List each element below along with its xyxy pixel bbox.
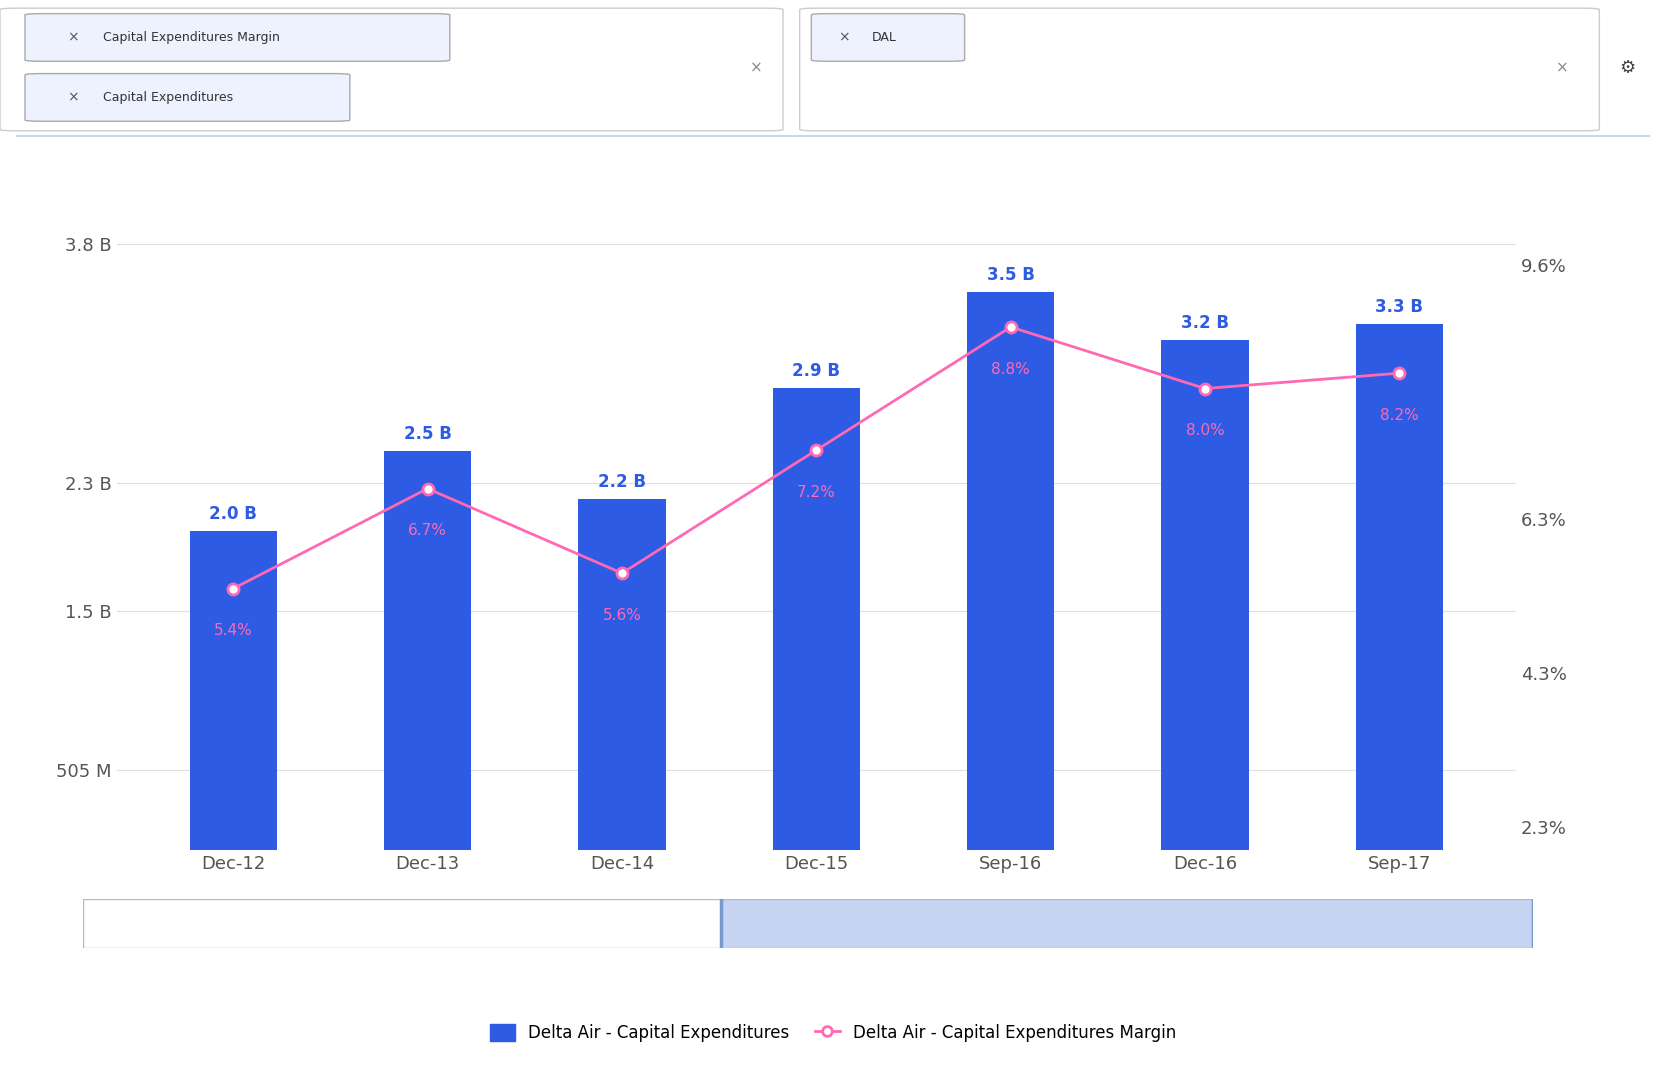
Bar bbox=[1356, 324, 1443, 850]
Bar bbox=[773, 388, 860, 850]
FancyBboxPatch shape bbox=[0, 8, 783, 131]
Text: 8.2%: 8.2% bbox=[1379, 408, 1419, 423]
FancyBboxPatch shape bbox=[25, 13, 450, 61]
Text: 3.5 B: 3.5 B bbox=[986, 266, 1035, 283]
Text: 6.7%: 6.7% bbox=[408, 523, 446, 538]
Text: ×: × bbox=[838, 31, 850, 45]
FancyBboxPatch shape bbox=[811, 13, 965, 61]
Text: 5.4%: 5.4% bbox=[213, 623, 253, 639]
Text: 2.2 B: 2.2 B bbox=[598, 473, 646, 492]
Text: ×: × bbox=[67, 90, 78, 105]
Text: 7.2%: 7.2% bbox=[796, 485, 836, 499]
Text: Capital Expenditures Margin: Capital Expenditures Margin bbox=[103, 31, 280, 44]
Text: ⚙: ⚙ bbox=[1619, 59, 1636, 77]
Bar bbox=[383, 451, 471, 850]
Bar bbox=[721, 899, 1533, 948]
Bar bbox=[190, 531, 277, 850]
FancyBboxPatch shape bbox=[800, 8, 1599, 131]
Legend: Delta Air - Capital Expenditures, Delta Air - Capital Expenditures Margin: Delta Air - Capital Expenditures, Delta … bbox=[483, 1017, 1183, 1049]
Text: 2.0 B: 2.0 B bbox=[210, 505, 257, 523]
Text: 3.3 B: 3.3 B bbox=[1376, 298, 1423, 316]
Text: 8.8%: 8.8% bbox=[991, 362, 1030, 377]
Text: ×: × bbox=[67, 31, 78, 45]
Text: DAL: DAL bbox=[871, 31, 896, 44]
Text: 3.2 B: 3.2 B bbox=[1181, 314, 1230, 331]
Text: 2.9 B: 2.9 B bbox=[793, 362, 840, 379]
Bar bbox=[578, 499, 666, 850]
Bar bbox=[1161, 340, 1250, 850]
Bar bbox=[966, 292, 1055, 850]
Text: 8.0%: 8.0% bbox=[1186, 423, 1225, 438]
Text: 2.5 B: 2.5 B bbox=[403, 425, 451, 444]
Text: Capital Expenditures: Capital Expenditures bbox=[103, 90, 233, 104]
FancyBboxPatch shape bbox=[25, 74, 350, 121]
Text: ×: × bbox=[1556, 61, 1569, 75]
Text: 5.6%: 5.6% bbox=[603, 608, 641, 622]
Bar bbox=[83, 899, 721, 948]
Text: ×: × bbox=[750, 61, 763, 75]
